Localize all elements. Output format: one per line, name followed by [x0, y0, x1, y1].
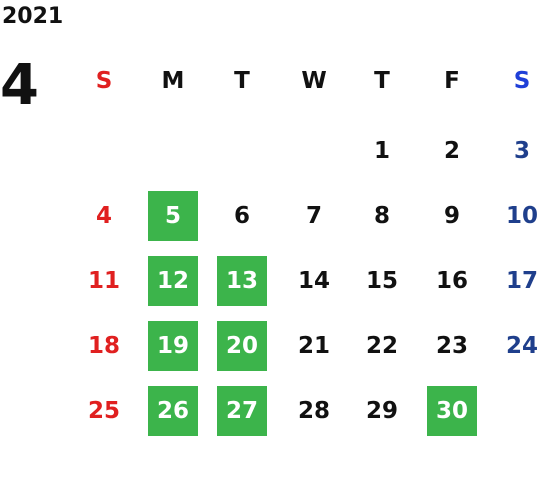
calendar-day[interactable]: 11 — [87, 268, 120, 294]
calendar-day[interactable]: 8 — [373, 203, 390, 229]
calendar-day-highlighted[interactable]: 26 — [148, 386, 198, 436]
weekday-header: S — [95, 68, 113, 94]
calendar-day-highlighted[interactable]: 19 — [148, 321, 198, 371]
calendar-day-highlighted[interactable]: 5 — [148, 191, 198, 241]
calendar-day[interactable]: 4 — [95, 203, 112, 229]
calendar-day-highlighted[interactable]: 30 — [427, 386, 477, 436]
calendar-day[interactable]: 18 — [87, 333, 120, 359]
weekday-header: F — [444, 68, 460, 94]
calendar-day[interactable]: 24 — [505, 333, 538, 359]
calendar-day-highlighted[interactable]: 12 — [148, 256, 198, 306]
calendar-month: 4 — [0, 53, 39, 118]
calendar-day[interactable]: 15 — [365, 268, 398, 294]
calendar-day[interactable]: 29 — [365, 398, 398, 424]
calendar-day-highlighted[interactable]: 27 — [217, 386, 267, 436]
calendar-day[interactable]: 6 — [233, 203, 250, 229]
calendar-year: 2021 — [2, 4, 64, 29]
calendar-day-highlighted[interactable]: 20 — [217, 321, 267, 371]
calendar-day[interactable]: 14 — [297, 268, 330, 294]
weekday-header: T — [374, 68, 390, 94]
calendar-day[interactable]: 17 — [505, 268, 538, 294]
weekday-header: M — [161, 68, 185, 94]
calendar-day[interactable]: 23 — [435, 333, 468, 359]
weekday-header: T — [234, 68, 250, 94]
calendar-day[interactable]: 22 — [365, 333, 398, 359]
calendar-day[interactable]: 9 — [443, 203, 460, 229]
calendar-day[interactable]: 3 — [513, 138, 530, 164]
calendar-day[interactable]: 1 — [373, 138, 390, 164]
calendar-day[interactable]: 21 — [297, 333, 330, 359]
calendar-day[interactable]: 28 — [297, 398, 330, 424]
calendar-day[interactable]: 2 — [443, 138, 460, 164]
calendar-day[interactable]: 7 — [305, 203, 322, 229]
calendar-day[interactable]: 25 — [87, 398, 120, 424]
calendar-day-highlighted[interactable]: 13 — [217, 256, 267, 306]
calendar-day[interactable]: 10 — [505, 203, 538, 229]
weekday-header: S — [513, 68, 531, 94]
weekday-header: W — [301, 68, 327, 94]
calendar-day[interactable]: 16 — [435, 268, 468, 294]
